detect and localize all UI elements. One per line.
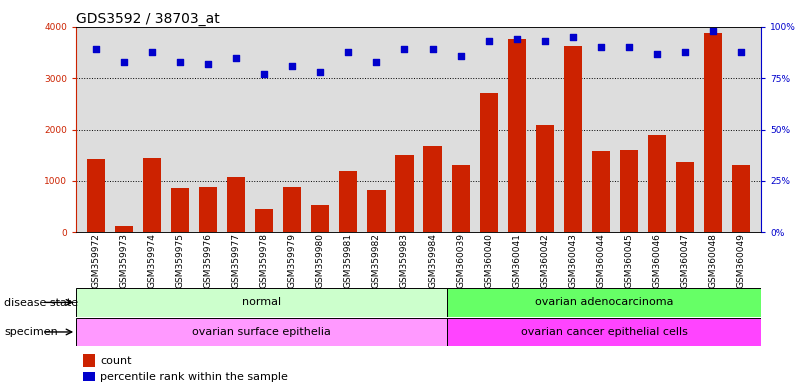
Bar [143, 158, 161, 232]
Text: GSM360043: GSM360043 [569, 233, 578, 288]
Point [230, 55, 243, 61]
Text: GSM360039: GSM360039 [456, 233, 465, 288]
Bar [732, 165, 751, 232]
Text: GSM359972: GSM359972 [91, 233, 100, 288]
Text: disease state: disease state [4, 298, 78, 308]
Bar [283, 187, 301, 232]
Point [90, 46, 103, 53]
Text: GSM360042: GSM360042 [541, 233, 549, 288]
Text: GSM359978: GSM359978 [260, 233, 268, 288]
Text: GSM359973: GSM359973 [119, 233, 128, 288]
Text: GSM359976: GSM359976 [203, 233, 212, 288]
Bar [83, 372, 95, 381]
Bar [199, 187, 217, 232]
Bar [648, 135, 666, 232]
Text: GSM359981: GSM359981 [344, 233, 353, 288]
Point [706, 28, 719, 34]
Bar [255, 209, 273, 232]
Point [510, 36, 523, 42]
Point [482, 38, 495, 44]
Bar [115, 226, 133, 232]
Text: ovarian cancer epithelial cells: ovarian cancer epithelial cells [521, 327, 687, 337]
Bar [227, 177, 245, 232]
Text: ovarian adenocarcinoma: ovarian adenocarcinoma [535, 297, 674, 308]
Bar [564, 46, 582, 232]
Bar [447, 288, 761, 317]
Point [258, 71, 271, 77]
Text: GSM359977: GSM359977 [231, 233, 240, 288]
Point [342, 48, 355, 55]
Bar [508, 39, 526, 232]
Point [650, 51, 663, 57]
Text: GSM359974: GSM359974 [147, 233, 156, 288]
Bar [536, 126, 554, 232]
Point [146, 48, 159, 55]
Bar [676, 162, 694, 232]
Bar [704, 33, 723, 232]
Text: percentile rank within the sample: percentile rank within the sample [100, 372, 288, 382]
Bar [83, 354, 95, 367]
Bar [480, 93, 497, 232]
Point [426, 46, 439, 53]
Point [174, 59, 187, 65]
Bar [171, 188, 189, 232]
Point [454, 53, 467, 59]
Point [118, 59, 131, 65]
Text: GDS3592 / 38703_at: GDS3592 / 38703_at [76, 12, 219, 26]
Text: GSM360048: GSM360048 [709, 233, 718, 288]
Bar [447, 318, 761, 346]
Bar [452, 165, 469, 232]
Text: GSM360046: GSM360046 [653, 233, 662, 288]
Bar [340, 170, 357, 232]
Text: GSM359983: GSM359983 [400, 233, 409, 288]
Text: GSM359980: GSM359980 [316, 233, 324, 288]
Bar [368, 190, 385, 232]
Bar [76, 288, 447, 317]
Text: GSM360040: GSM360040 [484, 233, 493, 288]
Text: GSM359984: GSM359984 [428, 233, 437, 288]
Point [735, 48, 747, 55]
Point [314, 69, 327, 75]
Text: GSM360044: GSM360044 [597, 233, 606, 288]
Point [538, 38, 551, 44]
Text: GSM360047: GSM360047 [681, 233, 690, 288]
Point [286, 63, 299, 69]
Bar [76, 318, 447, 346]
Bar [424, 146, 441, 232]
Text: ovarian surface epithelia: ovarian surface epithelia [192, 327, 331, 337]
Point [202, 61, 215, 67]
Text: specimen: specimen [4, 327, 58, 337]
Point [398, 46, 411, 53]
Text: GSM360041: GSM360041 [513, 233, 521, 288]
Point [678, 48, 691, 55]
Text: count: count [100, 356, 131, 366]
Bar [592, 151, 610, 232]
Bar [87, 159, 105, 232]
Text: GSM359982: GSM359982 [372, 233, 381, 288]
Bar [620, 150, 638, 232]
Text: GSM359979: GSM359979 [288, 233, 296, 288]
Point [594, 44, 607, 50]
Point [622, 44, 635, 50]
Point [370, 59, 383, 65]
Text: GSM360045: GSM360045 [625, 233, 634, 288]
Point [566, 34, 579, 40]
Text: normal: normal [242, 297, 281, 308]
Bar [396, 155, 413, 232]
Bar [311, 205, 329, 232]
Text: GSM360049: GSM360049 [737, 233, 746, 288]
Text: GSM359975: GSM359975 [175, 233, 184, 288]
